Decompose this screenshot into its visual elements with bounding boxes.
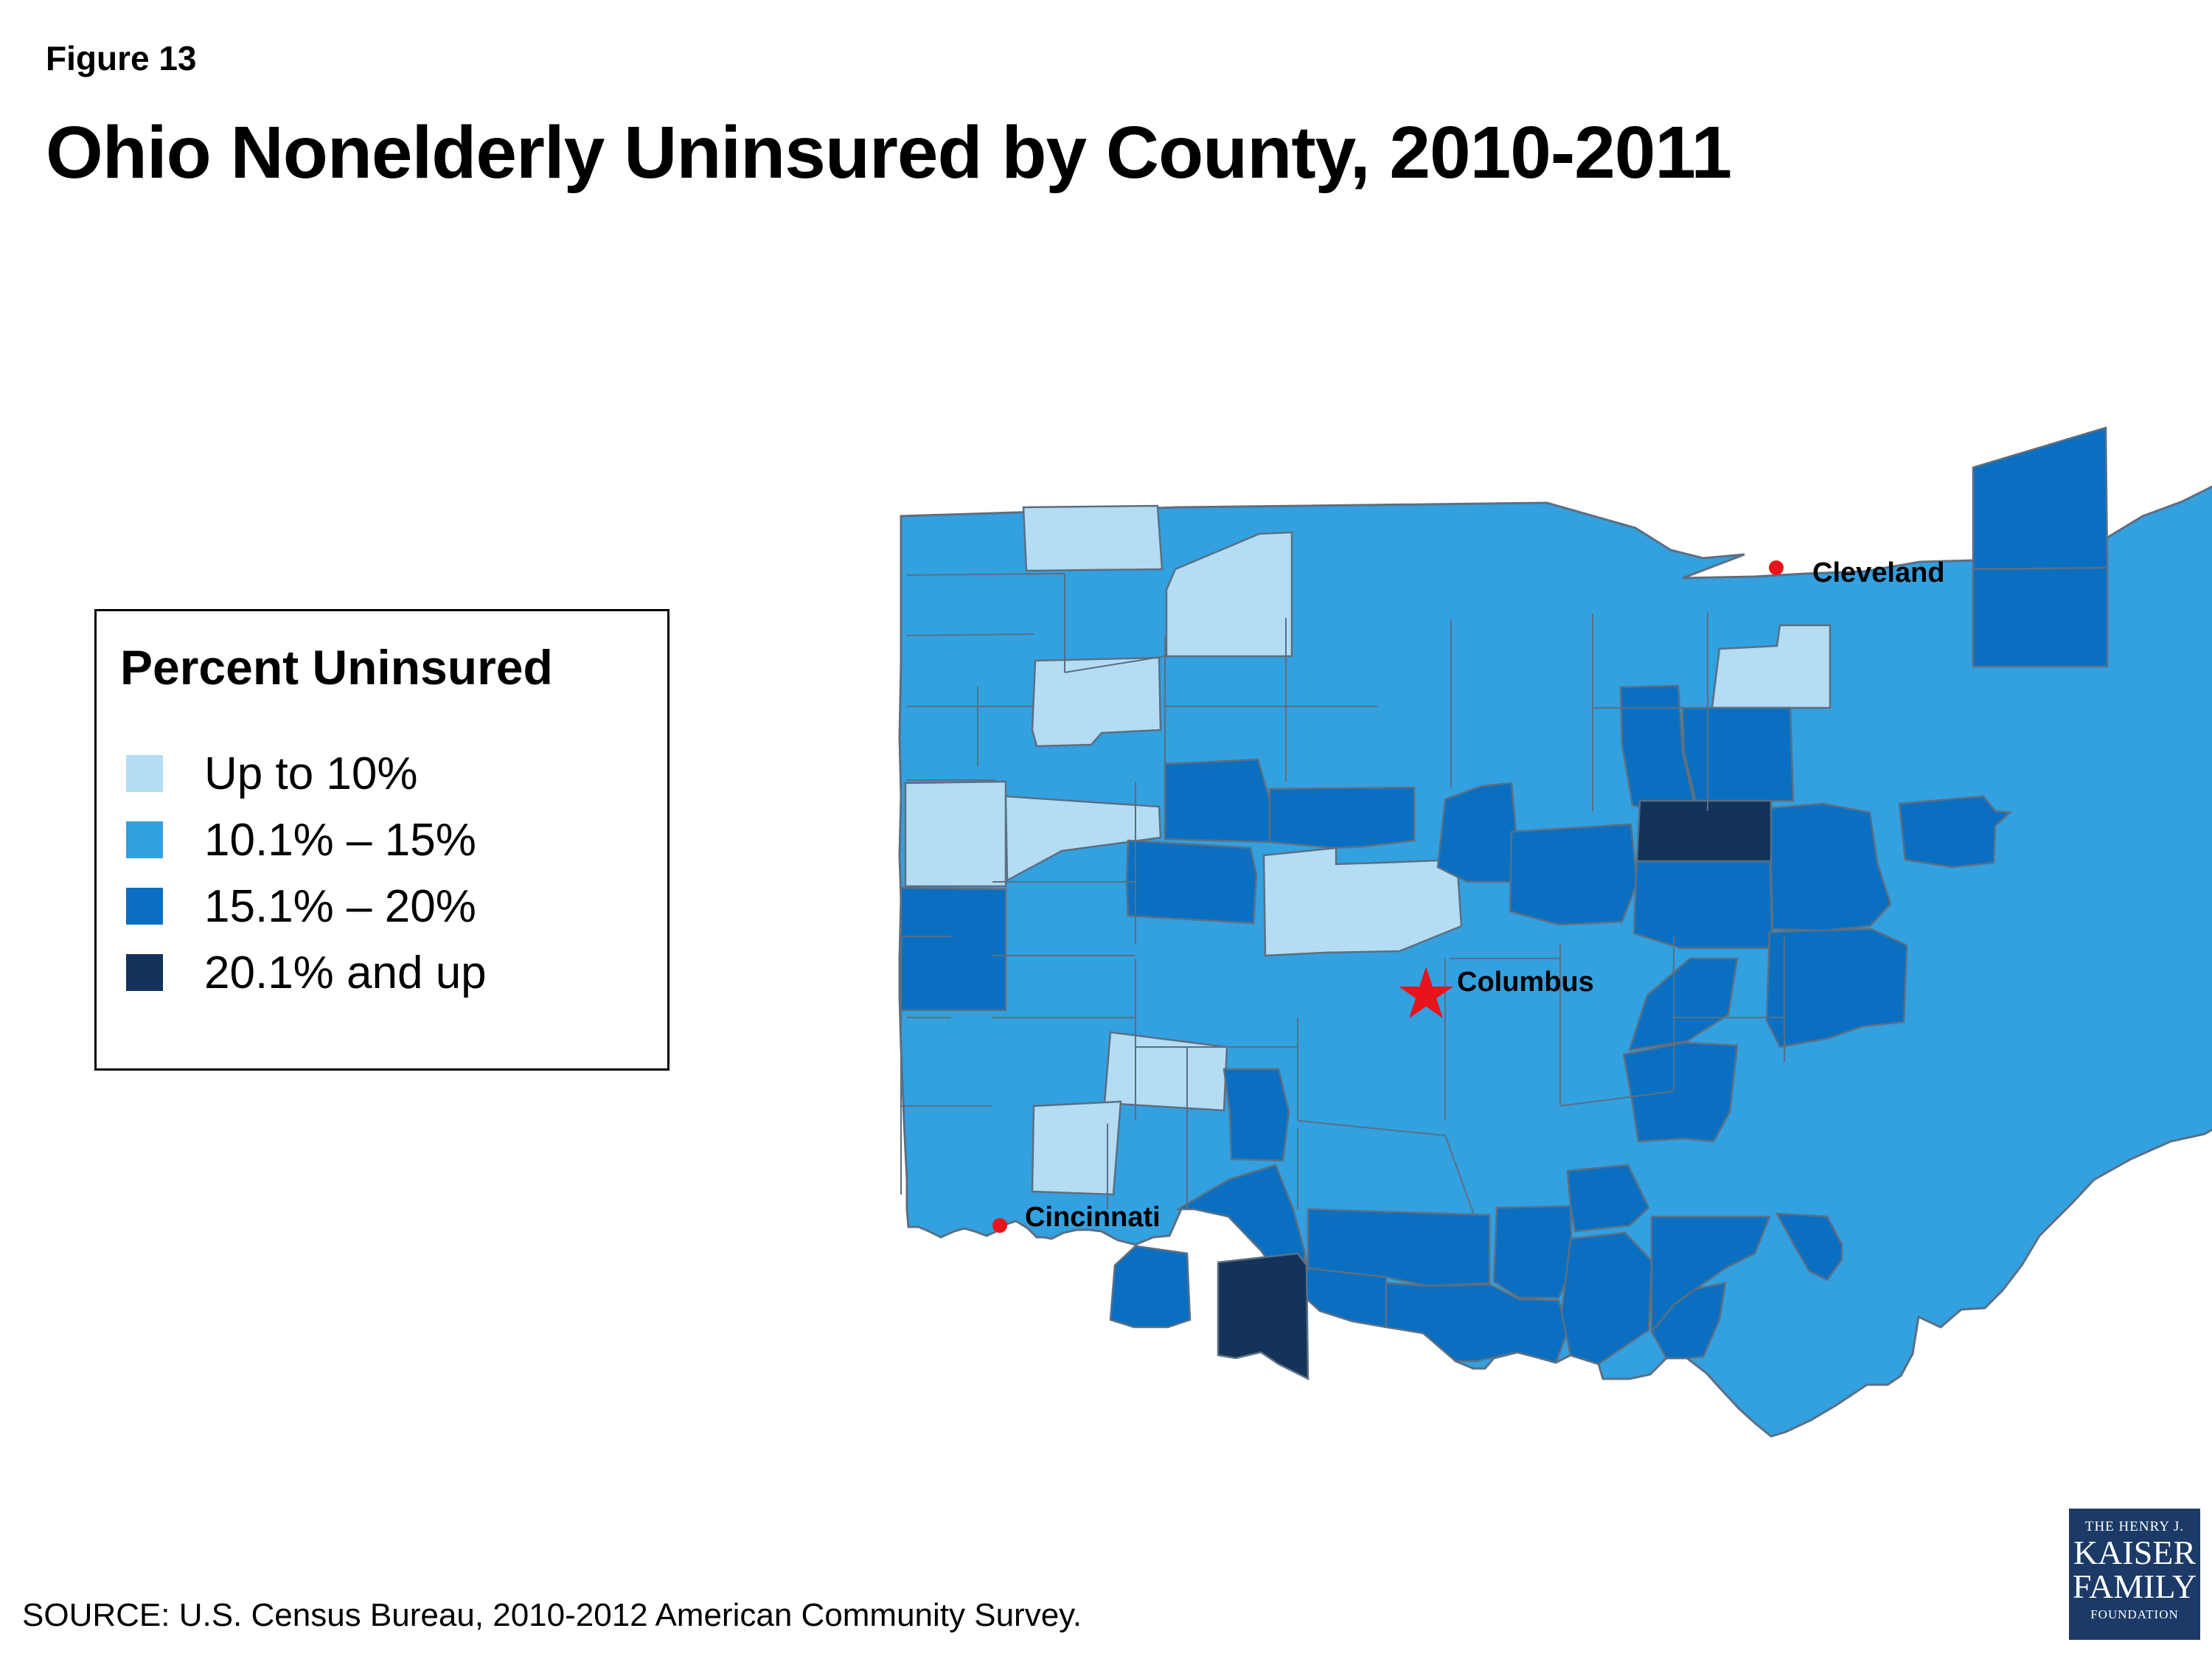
county-patch <box>1222 1068 1290 1162</box>
county-patch <box>1268 786 1416 849</box>
legend-item-20-up: 20.1% and up <box>126 947 487 998</box>
cleveland-marker <box>1769 560 1784 575</box>
legend-label: 15.1% – 20% <box>204 880 476 932</box>
county-patch <box>1650 1281 1727 1360</box>
logo-line-3: FAMILY <box>2072 1568 2197 1605</box>
logo-line-2: KAISER <box>2073 1534 2197 1571</box>
county-patch <box>1031 656 1162 748</box>
legend-swatch <box>126 755 163 792</box>
county-patch <box>1103 1031 1228 1112</box>
legend-label: 20.1% and up <box>204 947 487 998</box>
county-patch <box>1031 1100 1122 1196</box>
legend-item-10-15: 10.1% – 15% <box>126 814 476 866</box>
page-title: Ohio Nonelderly Uninsured by County, 201… <box>46 111 1732 194</box>
legend-swatch <box>126 888 163 925</box>
logo-line-1: THE HENRY J. <box>2084 1519 2185 1534</box>
figure-label: Figure 13 <box>46 39 197 77</box>
county-patch <box>900 886 1007 1012</box>
county-patch <box>1622 1041 1739 1143</box>
county-patch <box>1628 957 1739 1051</box>
county-patch <box>1566 1164 1650 1233</box>
county-patch <box>1385 1281 1569 1364</box>
source-note: SOURCE: U.S. Census Bureau, 2010-2012 Am… <box>22 1597 1082 1633</box>
county-patch <box>1560 1231 1653 1366</box>
county-patch <box>1436 782 1520 883</box>
county-patch <box>1125 839 1258 925</box>
county-patch <box>1898 795 2012 869</box>
county-patch <box>1217 1252 1310 1381</box>
county-patch <box>1681 706 1795 802</box>
columbus-star-icon <box>1399 967 1453 1018</box>
county-patch <box>1165 531 1293 658</box>
county-patch <box>1022 504 1164 572</box>
cincinnati-marker <box>992 1218 1007 1233</box>
county-patch <box>1262 846 1463 957</box>
county-patch <box>1972 426 2109 571</box>
columbus-label: Columbus <box>1457 967 1594 998</box>
county-patch <box>1972 566 2109 668</box>
cleveland-label: Cleveland <box>1812 557 1945 588</box>
legend-title: Percent Uninsured <box>120 640 553 695</box>
county-patch <box>1164 758 1273 844</box>
county-patch <box>1775 1212 1843 1281</box>
legend-item-15-20: 15.1% – 20% <box>126 880 476 932</box>
county-patch <box>1004 795 1162 883</box>
county-patch <box>1635 799 1773 863</box>
county-patch <box>1109 1245 1192 1329</box>
kaiser-family-foundation-logo: THE HENRY J. KAISER FAMILY FOUNDATION <box>2069 1509 2200 1640</box>
county-patch <box>1632 854 1774 950</box>
legend-label: 10.1% – 15% <box>204 814 476 866</box>
county-patch <box>1765 928 1908 1048</box>
county-patch <box>1509 823 1638 926</box>
legend-label: Up to 10% <box>204 748 418 799</box>
legend-swatch <box>126 821 163 858</box>
legend-item-up-to-10: Up to 10% <box>126 748 418 799</box>
county-patch <box>904 780 1007 888</box>
county-patch <box>1492 1205 1573 1299</box>
legend-swatch <box>126 954 163 991</box>
county-patch <box>1768 802 1892 932</box>
legend: Percent Uninsured Up to 10% 10.1% – 15% … <box>94 609 669 1071</box>
county-borders <box>900 573 1785 1217</box>
cincinnati-label: Cincinnati <box>1025 1202 1161 1233</box>
logo-line-4: FOUNDATION <box>2090 1607 2179 1621</box>
